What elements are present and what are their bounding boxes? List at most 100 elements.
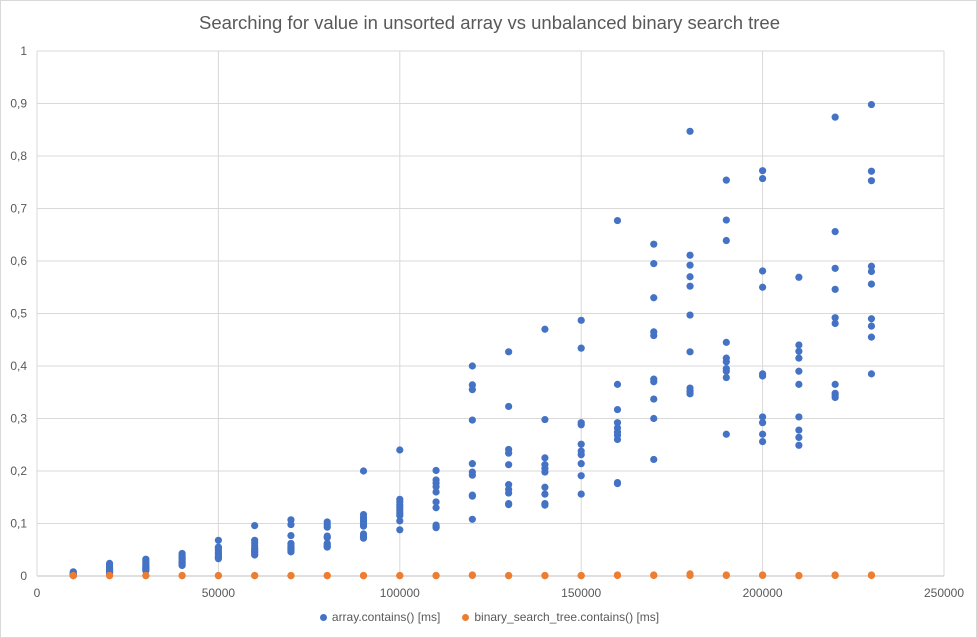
array-point — [396, 446, 404, 454]
array-point — [577, 472, 585, 480]
bst-point — [722, 571, 730, 579]
legend-label-array: array.contains() [ms] — [331, 610, 441, 624]
array-point — [577, 451, 585, 459]
bst-point — [505, 571, 513, 580]
array-point — [686, 311, 694, 319]
array-point — [686, 348, 694, 356]
array-point — [831, 264, 839, 272]
array-point — [613, 380, 622, 388]
array-point — [722, 236, 730, 245]
array-point — [831, 314, 839, 322]
y-tick-label: 1 — [20, 44, 27, 58]
array-point — [541, 483, 549, 491]
array-point — [251, 522, 259, 530]
array-point — [323, 534, 331, 542]
array-point — [178, 561, 186, 570]
y-tick-label: 0,9 — [10, 97, 27, 111]
legend-marker-bst — [462, 613, 470, 621]
bst-point — [432, 571, 440, 580]
array-point — [759, 438, 767, 446]
array-point — [650, 395, 658, 403]
bst-point — [323, 571, 331, 580]
array-point — [795, 433, 803, 441]
array-point — [505, 501, 513, 509]
bst-point — [468, 571, 476, 579]
bst-point — [577, 571, 585, 580]
array-point — [505, 461, 513, 469]
array-point — [650, 260, 658, 268]
array-point — [831, 393, 839, 402]
array-point — [214, 536, 222, 544]
array-point — [795, 273, 803, 281]
array-point — [359, 467, 368, 475]
array-point — [722, 358, 730, 366]
array-point — [577, 440, 585, 448]
array-point — [541, 454, 549, 462]
array-point — [831, 285, 839, 293]
array-point — [468, 416, 476, 424]
array-point — [867, 370, 876, 378]
bst-point — [613, 571, 622, 579]
array-point — [505, 348, 513, 356]
bst-point — [686, 570, 694, 578]
array-point — [686, 273, 694, 281]
array-point — [795, 347, 803, 355]
array-point — [432, 524, 440, 532]
array-point — [577, 421, 585, 429]
legend-label-bst: binary_search_tree.contains() [ms] — [474, 610, 660, 624]
array-point — [795, 341, 803, 349]
array-point — [432, 466, 440, 475]
y-tick-label: 0,6 — [10, 254, 27, 268]
array-point — [831, 113, 839, 121]
y-tick-label: 0,5 — [10, 307, 27, 321]
legend-item-bst: binary_search_tree.contains() [ms] — [462, 610, 659, 624]
array-point — [831, 319, 839, 328]
bst-point — [178, 571, 186, 580]
array-point — [795, 441, 803, 449]
array-point — [541, 415, 549, 424]
array-point — [722, 367, 730, 375]
array-point — [795, 426, 803, 434]
array-point — [650, 240, 658, 248]
array-point — [759, 372, 767, 380]
array-point — [759, 267, 767, 275]
y-tick-label: 0,8 — [10, 149, 27, 163]
array-point — [722, 430, 730, 438]
gridlines — [37, 50, 945, 576]
y-tick-label: 0,1 — [10, 517, 27, 531]
array-point — [577, 490, 585, 498]
y-tick-label: 0 — [20, 569, 27, 583]
array-point — [686, 390, 694, 398]
array-point — [577, 344, 585, 352]
x-tick-label: 150000 — [561, 586, 601, 600]
bst-point — [867, 571, 876, 579]
array-point — [613, 480, 622, 488]
array-point — [722, 216, 730, 224]
bst-point — [142, 571, 150, 580]
array-point — [613, 435, 622, 444]
axes — [36, 51, 944, 577]
array-point — [759, 283, 767, 291]
bst-point — [396, 571, 404, 580]
array-point — [468, 362, 476, 370]
array-point — [251, 551, 259, 559]
array-point — [867, 167, 876, 175]
array-point — [650, 378, 658, 386]
array-point — [577, 460, 585, 468]
array-point — [214, 555, 222, 563]
array-point — [287, 520, 295, 529]
bst-point — [105, 571, 114, 580]
y-tick-label: 0,3 — [10, 412, 27, 426]
bst-point — [214, 571, 222, 580]
array-point — [541, 490, 549, 498]
x-tick-label: 250000 — [924, 586, 964, 600]
array-point — [650, 331, 658, 340]
array-point — [867, 100, 876, 109]
array-point — [468, 386, 476, 394]
array-point — [795, 380, 803, 388]
bst-point — [287, 571, 295, 580]
array-point — [686, 261, 694, 269]
bst-point — [69, 571, 77, 580]
array-point — [323, 523, 331, 531]
